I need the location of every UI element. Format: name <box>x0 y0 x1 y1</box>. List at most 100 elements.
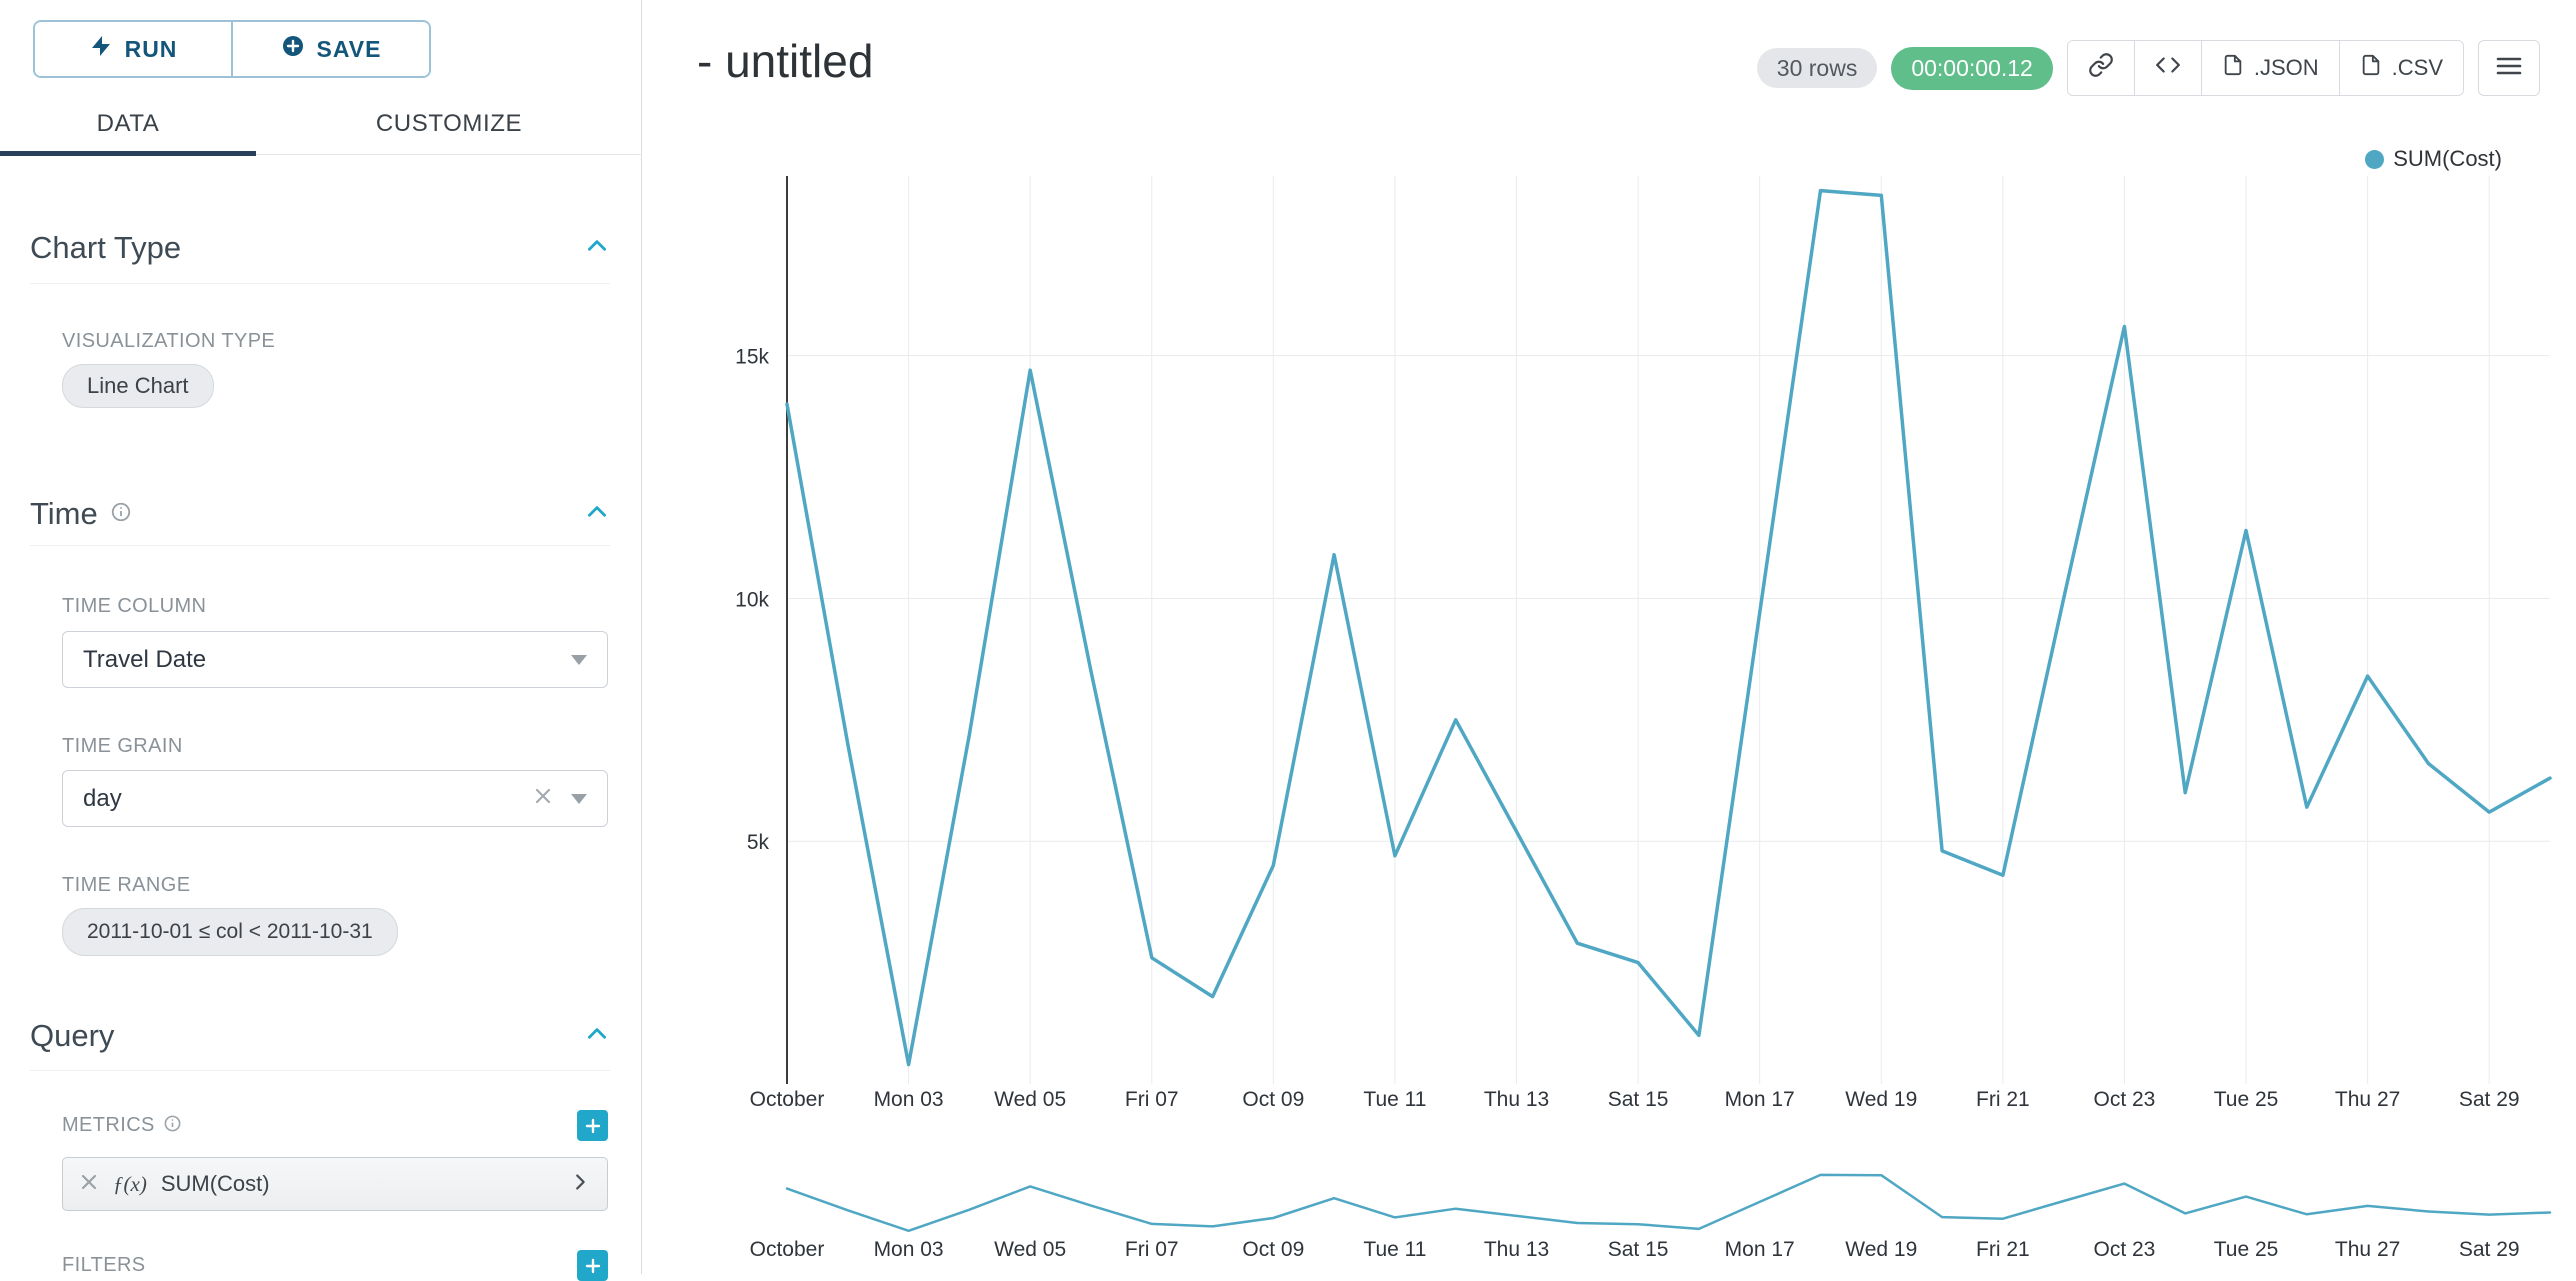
section-query-title: Query <box>30 1018 115 1053</box>
link-icon <box>2088 52 2114 84</box>
share-link-button[interactable] <box>2067 41 2134 95</box>
svg-text:Tue 25: Tue 25 <box>2214 1238 2279 1261</box>
svg-text:5k: 5k <box>747 831 770 854</box>
info-icon <box>163 1114 182 1138</box>
time-column-value: Travel Date <box>83 645 207 673</box>
svg-text:Wed 05: Wed 05 <box>994 1238 1066 1261</box>
file-icon <box>2360 54 2382 82</box>
query-timer-badge: 00:00:00.12 <box>1891 46 2053 90</box>
run-save-button-group: RUN SAVE <box>33 20 431 78</box>
remove-metric-icon[interactable] <box>79 1172 99 1197</box>
export-json-label: .JSON <box>2253 55 2319 80</box>
svg-text:Thu 27: Thu 27 <box>2335 1238 2400 1261</box>
svg-text:Sat 29: Sat 29 <box>2459 1088 2520 1111</box>
export-button-group: .JSON .CSV <box>2066 40 2464 96</box>
section-chart-type-header[interactable]: Chart Type <box>30 230 610 266</box>
run-button-label: RUN <box>124 35 178 62</box>
save-button[interactable]: SAVE <box>231 22 429 76</box>
time-column-label: TIME COLUMN <box>62 595 207 617</box>
visualization-type-pill[interactable]: Line Chart <box>62 364 214 408</box>
metric-label: SUM(Cost) <box>160 1171 270 1196</box>
svg-text:Oct 23: Oct 23 <box>2094 1088 2156 1111</box>
tab-customize[interactable]: CUSTOMIZE <box>375 110 523 137</box>
svg-text:Thu 27: Thu 27 <box>2335 1088 2400 1111</box>
svg-text:Wed 05: Wed 05 <box>994 1088 1066 1111</box>
time-grain-label: TIME GRAIN <box>62 735 183 757</box>
time-grain-value: day <box>83 784 122 812</box>
metrics-header-row: METRICS <box>62 1110 608 1141</box>
svg-text:Tue 25: Tue 25 <box>2214 1088 2279 1111</box>
export-csv-label: .CSV <box>2391 55 2443 80</box>
time-range-value: 2011-10-01 ≤ col < 2011-10-31 <box>87 920 373 943</box>
svg-text:Sat 15: Sat 15 <box>1608 1088 1669 1111</box>
filters-header-row: FILTERS <box>62 1250 608 1281</box>
add-filter-button[interactable] <box>577 1250 608 1281</box>
metric-item-sum-cost[interactable]: ƒ(x) SUM(Cost) <box>62 1157 608 1211</box>
view-query-button[interactable] <box>2133 41 2201 95</box>
divider <box>30 545 610 546</box>
svg-text:Thu 13: Thu 13 <box>1484 1238 1549 1261</box>
divider <box>30 283 610 284</box>
code-icon <box>2155 52 2181 84</box>
row-count-badge: 30 rows <box>1756 48 1878 88</box>
svg-text:Thu 13: Thu 13 <box>1484 1088 1549 1111</box>
legend-item-sum-cost[interactable]: SUM(Cost) <box>2365 146 2502 172</box>
section-chart-type-title: Chart Type <box>30 230 182 265</box>
chevron-up-icon[interactable] <box>584 1021 610 1052</box>
plus-circle-icon <box>281 34 305 64</box>
function-icon: ƒ(x) <box>113 1171 147 1196</box>
filters-label: FILTERS <box>62 1254 146 1276</box>
svg-text:Oct 09: Oct 09 <box>1242 1088 1304 1111</box>
time-grain-select[interactable]: day <box>62 770 608 827</box>
svg-text:Mon 03: Mon 03 <box>874 1238 944 1261</box>
save-button-label: SAVE <box>316 35 382 62</box>
section-time-header[interactable]: Time <box>30 496 610 532</box>
visualization-type-label: VISUALIZATION TYPE <box>62 330 276 352</box>
chevron-down-icon <box>571 654 587 665</box>
svg-text:Mon 17: Mon 17 <box>1725 1238 1795 1261</box>
chevron-right-icon[interactable] <box>569 1171 591 1198</box>
chart-menu-button[interactable] <box>2478 40 2540 96</box>
info-icon <box>110 501 132 528</box>
svg-text:Oct 23: Oct 23 <box>2094 1238 2156 1261</box>
export-csv-button[interactable]: .CSV <box>2338 41 2463 95</box>
chevron-down-icon <box>571 793 587 804</box>
mini-overview-chart[interactable]: October Mon 03 Wed 05 Fri 07 Oct 09 Tue 11 Thu… <box>642 1150 2576 1274</box>
visualization-type-value: Line Chart <box>87 373 189 398</box>
svg-text:Fri 07: Fri 07 <box>1125 1238 1179 1261</box>
sidebar-tabbar: DATA CUSTOMIZE <box>0 96 642 156</box>
chevron-up-icon[interactable] <box>584 499 610 530</box>
svg-text:Tue 11: Tue 11 <box>1363 1088 1426 1111</box>
chart-header-actions: 30 rows 00:00:00.12 .JSON .CSV <box>1756 40 2540 96</box>
section-time-title: Time <box>30 496 98 531</box>
explore-sidebar: RUN SAVE DATA CUSTOMIZE Chart Type VISUA… <box>0 0 642 1281</box>
run-button[interactable]: RUN <box>35 22 231 76</box>
svg-text:Wed 19: Wed 19 <box>1845 1088 1917 1111</box>
chevron-up-icon[interactable] <box>584 233 610 264</box>
tab-data[interactable]: DATA <box>96 110 160 137</box>
svg-text:Wed 19: Wed 19 <box>1845 1238 1917 1261</box>
svg-text:Sat 15: Sat 15 <box>1608 1238 1669 1261</box>
svg-text:Fri 21: Fri 21 <box>1976 1088 2030 1111</box>
svg-text:October: October <box>750 1088 825 1111</box>
divider <box>30 1070 610 1071</box>
time-range-pill[interactable]: 2011-10-01 ≤ col < 2011-10-31 <box>62 908 398 956</box>
section-query-header[interactable]: Query <box>30 1018 610 1054</box>
main-line-chart: 5k 10k 15k October Mon 03 Wed 05 Fri 07 Oct 09 T… <box>735 176 2552 1111</box>
svg-text:15k: 15k <box>735 346 769 369</box>
svg-text:Tue 11: Tue 11 <box>1363 1238 1426 1261</box>
svg-text:Fri 07: Fri 07 <box>1125 1088 1179 1111</box>
svg-text:Fri 21: Fri 21 <box>1976 1238 2030 1261</box>
time-column-select[interactable]: Travel Date <box>62 631 608 688</box>
clear-icon[interactable] <box>533 785 553 813</box>
chart-title[interactable]: - untitled <box>697 35 874 87</box>
hamburger-icon <box>2495 54 2523 83</box>
legend-series-dot <box>2365 149 2385 169</box>
svg-text:Oct 09: Oct 09 <box>1242 1238 1304 1261</box>
svg-text:10k: 10k <box>735 588 769 611</box>
svg-text:October: October <box>750 1238 825 1261</box>
svg-text:Sat 29: Sat 29 <box>2459 1238 2520 1261</box>
svg-text:Mon 03: Mon 03 <box>874 1088 944 1111</box>
add-metric-button[interactable] <box>577 1110 608 1141</box>
export-json-button[interactable]: .JSON <box>2200 41 2339 95</box>
